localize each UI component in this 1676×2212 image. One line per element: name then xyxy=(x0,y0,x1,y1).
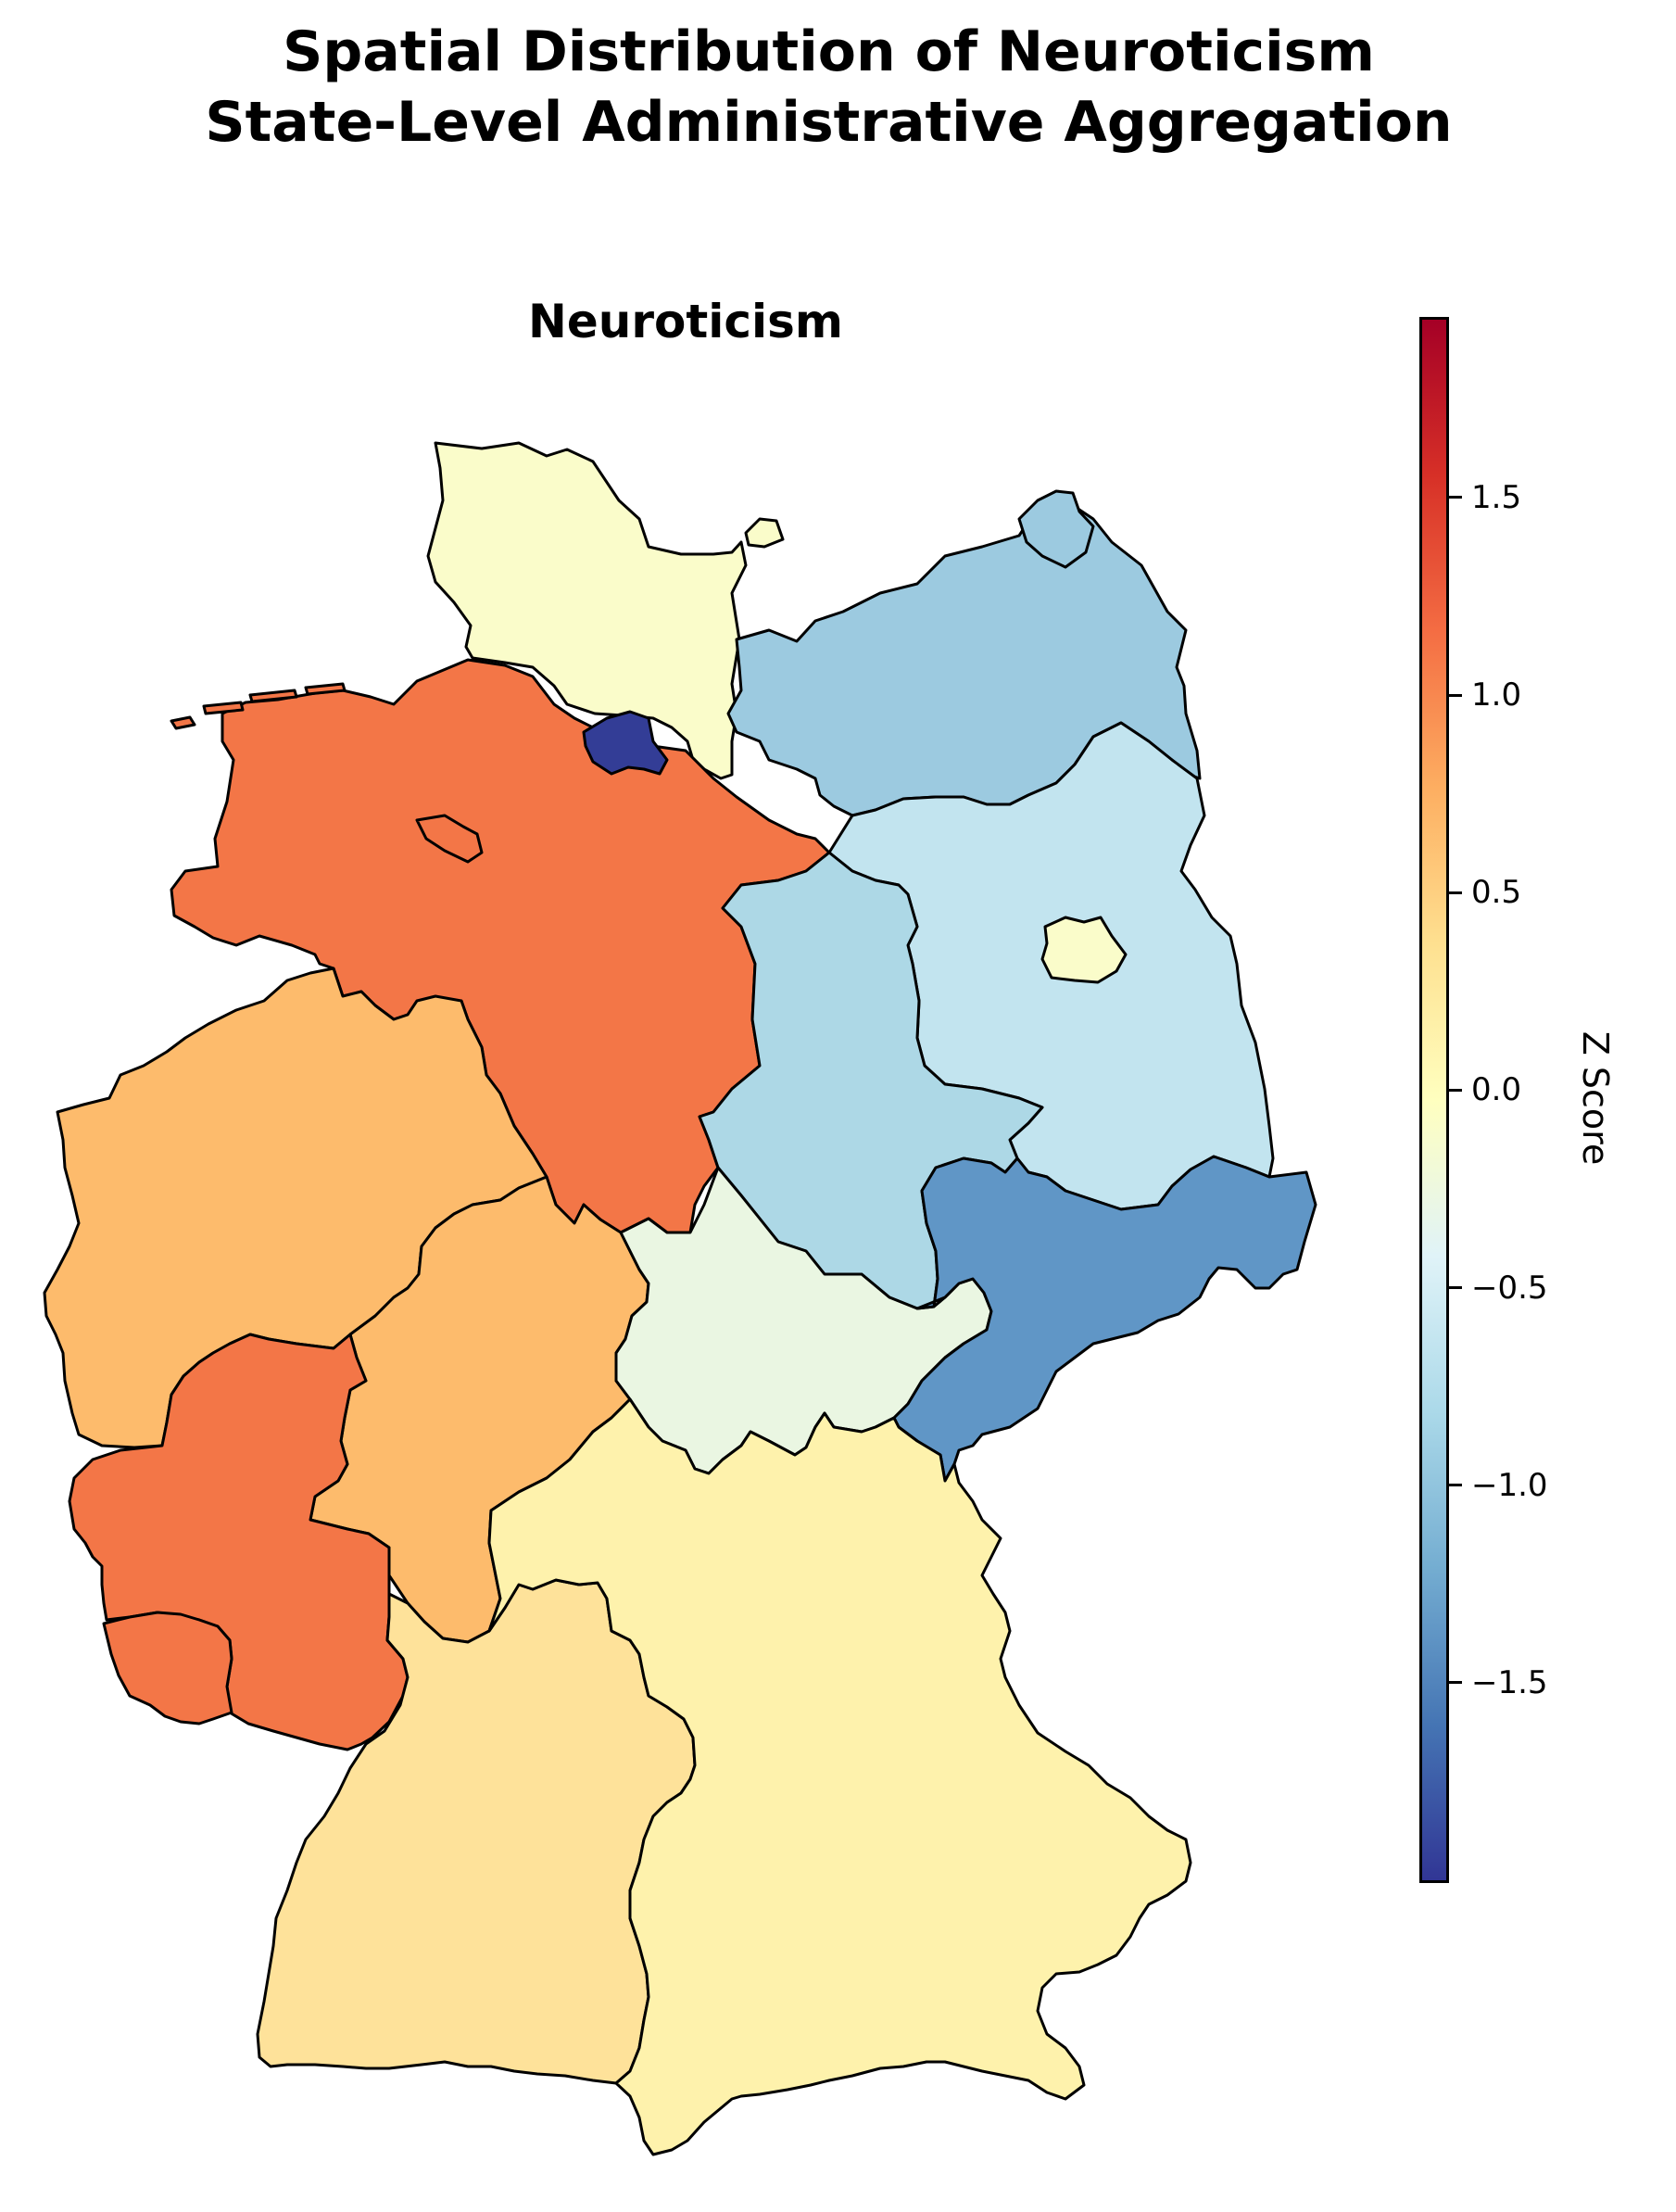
state-lower-saxony-island-4: Lower Saxony xyxy=(304,682,347,696)
colorbar xyxy=(1419,317,1449,1883)
colorbar-gradient xyxy=(1422,320,1446,1880)
state-mecklenburg-vorpommern-island: Mecklenburg-Vorpommern xyxy=(1017,489,1095,569)
colorbar-tick-label: 1.5 xyxy=(1471,478,1522,516)
state-bremen: Bremen xyxy=(415,814,484,864)
colorbar-tick-label: 1.0 xyxy=(1471,676,1522,714)
colorbar-tick-mark xyxy=(1449,496,1462,499)
colorbar-tick-mark xyxy=(1449,1681,1462,1685)
state-berlin: Berlin xyxy=(1040,916,1128,984)
figure-title-line-1: Spatial Distribution of Neuroticism xyxy=(283,19,1375,84)
figure-title: Spatial Distribution of Neuroticism Stat… xyxy=(0,17,1657,158)
state-saarland: Saarland xyxy=(102,1611,233,1725)
state-schleswig-holstein: Schleswig-Holstein xyxy=(426,441,748,780)
colorbar-tick-label: −0.5 xyxy=(1471,1269,1548,1307)
colorbar-tick-mark xyxy=(1449,693,1462,697)
state-hamburg: Hamburg xyxy=(582,710,669,776)
map-title: Neuroticism xyxy=(527,295,844,348)
colorbar-tick-label: −1.5 xyxy=(1471,1663,1548,1701)
colorbar-tick-label: 0.5 xyxy=(1471,874,1522,912)
state-lower-saxony-island: Lower Saxony xyxy=(170,715,196,730)
figure-title-line-2: State-Level Administrative Aggregation xyxy=(205,90,1453,155)
colorbar-label: Z Score xyxy=(1575,1030,1616,1166)
state-bavaria: Bavaria xyxy=(487,1397,1192,2156)
colorbar-tick-mark xyxy=(1449,1286,1462,1289)
colorbar-tick-mark xyxy=(1449,891,1462,894)
colorbar-tick-mark xyxy=(1449,1484,1462,1487)
state-lower-saxony-island-2: Lower Saxony xyxy=(202,701,245,715)
colorbar-tick-label: −1.0 xyxy=(1471,1466,1548,1504)
state-saxony: Saxony xyxy=(892,1155,1317,1483)
state-schleswig-holstein-island: Schleswig-Holstein xyxy=(744,517,785,549)
colorbar-tick-mark xyxy=(1449,1088,1462,1092)
colorbar-tick-label: 0.0 xyxy=(1471,1071,1522,1109)
state-lower-saxony-island-3: Lower Saxony xyxy=(248,689,298,703)
